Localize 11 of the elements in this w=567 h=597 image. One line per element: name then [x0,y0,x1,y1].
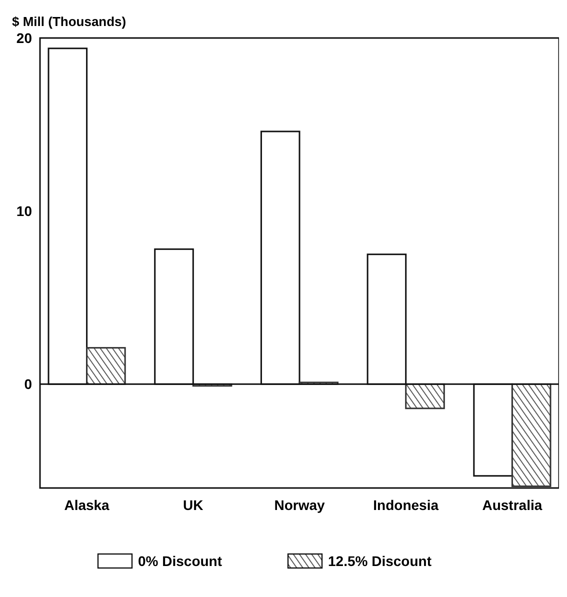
y-axis-title: $ Mill (Thousands) [12,14,126,29]
x-tick-label: Alaska [64,497,110,513]
x-tick-label: UK [183,497,204,513]
legend-label: 0% Discount [138,553,222,569]
y-tick-label: 10 [16,202,32,219]
y-tick-label: 20 [16,30,32,46]
x-tick-label: Norway [274,497,325,513]
x-tick-label: Australia [482,497,542,513]
x-tick-label: Indonesia [373,497,439,513]
y-tick-label: 0 [24,376,32,392]
legend-label: 12.5% Discount [328,553,432,569]
